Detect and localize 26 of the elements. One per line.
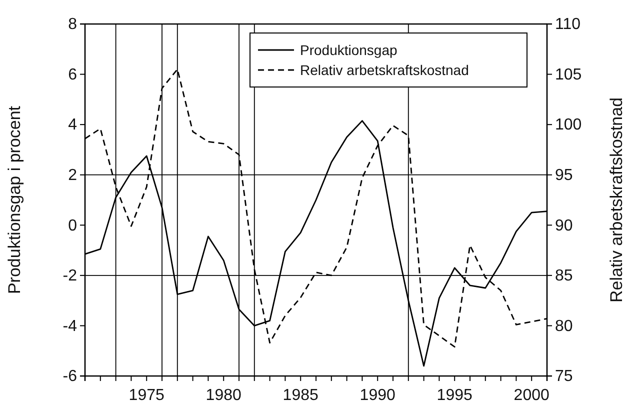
y-tick-label: 2 [68, 166, 78, 184]
y2-axis-title: Relativ arbetskraftskostnad [607, 97, 626, 303]
y-tick-label: 0 [68, 217, 78, 234]
x-tick-label: 1980 [206, 387, 242, 404]
x-tick-label: 2000 [514, 387, 550, 404]
legend-label: Relativ arbetskraftskostnad [300, 62, 469, 78]
y-tick-label: -6 [62, 368, 78, 386]
y2-tick-label: 110 [555, 16, 581, 34]
y2-tick-label: 90 [555, 217, 573, 234]
y-tick-label: -4 [62, 318, 78, 335]
y2-tick-label: 85 [555, 268, 573, 285]
x-tick-label: 1975 [128, 387, 164, 404]
y-tick-label: 6 [68, 66, 78, 84]
x-tick-label: 1985 [282, 387, 318, 404]
x-tick-label: 1995 [436, 387, 472, 404]
y2-tick-label: 75 [555, 368, 573, 386]
y-tick-label: -2 [62, 268, 78, 285]
y-axis-title: Produktionsgap i procent [5, 106, 24, 294]
y-tick-label: 4 [68, 116, 78, 134]
y2-tick-label: 95 [555, 166, 573, 184]
x-tick-label: 1990 [360, 387, 396, 404]
y2-tick-label: 80 [555, 318, 573, 335]
y2-tick-label: 105 [555, 66, 582, 84]
y2-tick-label: 100 [555, 116, 582, 134]
y-tick-label: 8 [68, 16, 78, 34]
legend-label: Produktionsgap [300, 42, 398, 58]
